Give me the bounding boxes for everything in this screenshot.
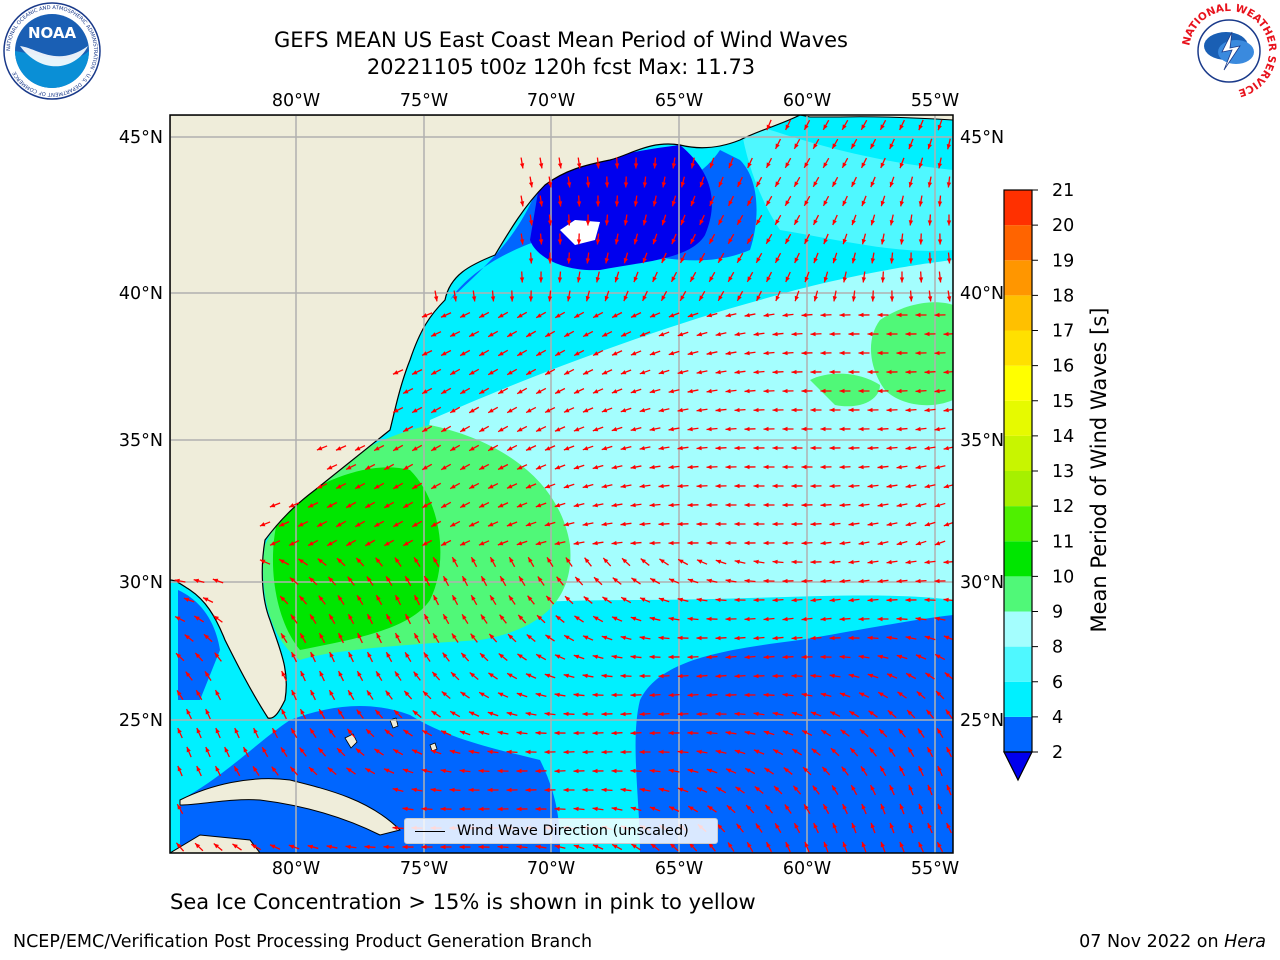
north-america-land [170, 115, 801, 719]
lon-label-top: 55°W [911, 91, 959, 111]
colorbar-bin [1004, 400, 1032, 436]
arrow-legend: Wind Wave Direction (unscaled) [404, 818, 718, 844]
colorbar-bin [1004, 506, 1032, 542]
colorbar-tick-label: 13 [1052, 462, 1074, 482]
map-gridlines [170, 115, 953, 853]
colorbar-tick-label: 19 [1052, 251, 1074, 271]
lon-label-bottom: 55°W [911, 859, 959, 879]
cuba-land [179, 778, 401, 836]
lon-label-bottom: 80°W [272, 859, 320, 879]
colorbar-tick-label: 15 [1052, 392, 1074, 412]
legend-line-icon [415, 830, 445, 832]
footer-host: Hera [1224, 932, 1266, 952]
lon-label-bottom: 60°W [783, 859, 831, 879]
lon-label-top: 80°W [272, 91, 320, 111]
colorbar-tick-label: 14 [1052, 427, 1074, 447]
map-frame [169, 114, 954, 854]
lon-label-bottom: 75°W [400, 859, 448, 879]
colorbar-tick-label: 8 [1052, 638, 1063, 658]
lat-label-right: 25°N [960, 711, 1004, 731]
colorbar-bin [1004, 435, 1032, 471]
colorbar-bin [1004, 681, 1032, 717]
band-2-4s-southeast [635, 615, 953, 853]
lat-label-left: 30°N [119, 573, 163, 593]
lat-label-right: 40°N [960, 284, 1004, 304]
colorbar-tick-label: 2 [1052, 743, 1063, 763]
colorbar-tick-label: 17 [1052, 322, 1074, 342]
band-9-10s-east [870, 302, 953, 406]
colorbar-label: Mean Period of Wind Waves [s] [1087, 308, 1111, 633]
colorbar-tick-label: 12 [1052, 497, 1074, 517]
colorbar-bin [1004, 716, 1032, 752]
colorbar-bin [1004, 576, 1032, 612]
footer-date: 07 Nov 2022 on Hera [1079, 932, 1266, 952]
wind-wave-arrows [174, 119, 953, 853]
band-2-4s-caribbean [180, 705, 560, 853]
colorbar-bin [1004, 646, 1032, 682]
lat-label-right: 35°N [960, 431, 1004, 451]
colorbar-bin [1004, 541, 1032, 577]
no-data-patch [560, 220, 600, 245]
map-subtitle: 20221105 t00z 120h fcst Max: 11.73 [366, 55, 756, 79]
colorbar-tick-label: 20 [1052, 216, 1074, 236]
noaa-logo-text: NOAA [28, 24, 77, 42]
colorbar-tick-label: 11 [1052, 532, 1074, 552]
colorbar-tick-label: 16 [1052, 357, 1074, 377]
footer-credit: NCEP/EMC/Verification Post Processing Pr… [13, 932, 593, 952]
colorbar-bin [1004, 260, 1032, 296]
lon-label-top: 75°W [400, 91, 448, 111]
band-9-10s-east-small [810, 373, 880, 407]
nws-logo: NATIONAL WEATHER SERVICE [1180, 2, 1278, 99]
lat-label-left: 40°N [119, 284, 163, 304]
colorbar-bin [1004, 225, 1032, 261]
colorbar-tick-label: 6 [1052, 673, 1063, 693]
legend-text: Wind Wave Direction (unscaled) [457, 823, 689, 839]
colorbar-bin [1004, 330, 1032, 366]
colorbar-under-extend [1003, 751, 1033, 782]
colorbar-tick-label: 4 [1052, 708, 1063, 728]
colorbar-bin [1004, 611, 1032, 647]
colorbar-bin [1004, 190, 1032, 226]
lon-label-top: 70°W [527, 91, 575, 111]
bahamas-island [344, 733, 358, 749]
colorbar: 2 4 6 8 9 10 11 12 13 14 15 16 17 18 19 20 21 [1003, 181, 1074, 782]
colorbar-tick-label: 10 [1052, 567, 1074, 587]
colorbar-tick-label: 18 [1052, 286, 1074, 306]
lat-label-right: 30°N [960, 573, 1004, 593]
lon-label-top: 60°W [783, 91, 831, 111]
colorbar-bin [1004, 295, 1032, 331]
map-title: GEFS MEAN US East Coast Mean Period of W… [274, 28, 848, 52]
lat-label-left: 25°N [119, 711, 163, 731]
colorbar-bin [1004, 365, 1032, 401]
noaa-logo: NOAA NATIONAL OCEANIC AND ATMOSPHERIC AD… [3, 2, 101, 100]
lon-label-bottom: 65°W [655, 859, 703, 879]
lat-label-left: 35°N [119, 431, 163, 451]
colorbar-tick-label: 9 [1052, 603, 1063, 623]
lat-label-right: 45°N [960, 128, 1004, 148]
band-6-8s-north [740, 120, 953, 251]
sea-ice-note: Sea Ice Concentration > 15% is shown in … [170, 890, 756, 914]
lat-label-left: 45°N [119, 128, 163, 148]
bahamas-island [429, 742, 438, 752]
band-2-4s-gulf [178, 590, 220, 700]
lon-label-bottom: 70°W [527, 859, 575, 879]
lon-label-top: 65°W [655, 91, 703, 111]
colorbar-tick-label: 21 [1052, 181, 1074, 201]
colorbar-bin [1004, 471, 1032, 507]
